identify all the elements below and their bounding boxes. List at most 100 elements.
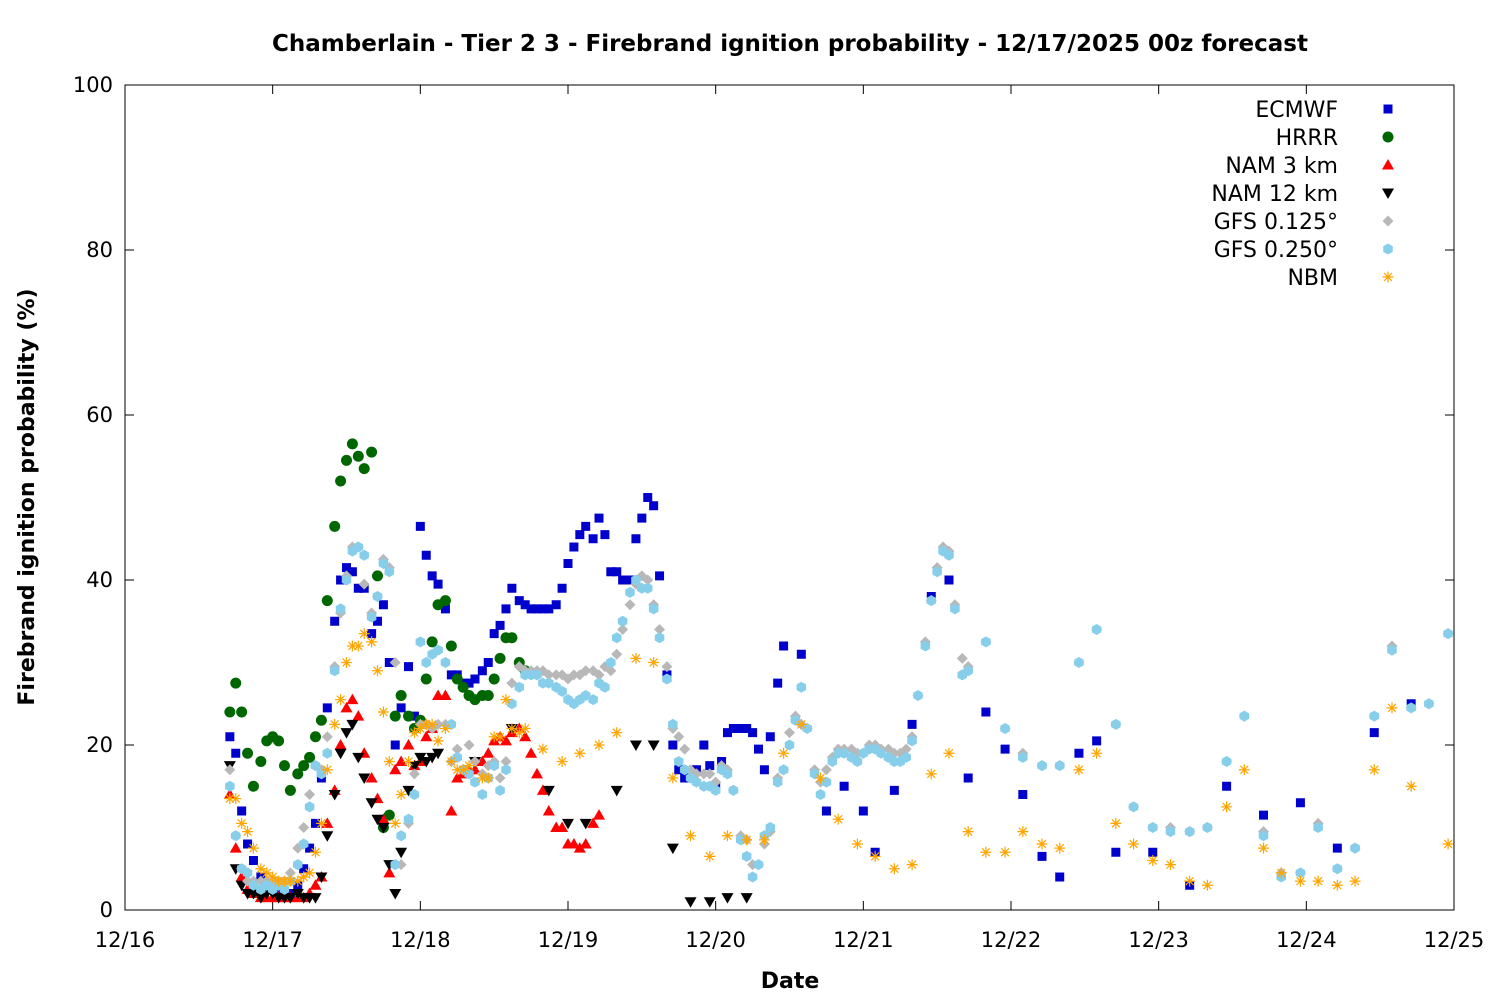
data-point [396,703,406,713]
data-point [446,718,457,730]
data-point [673,756,684,767]
data-point [537,743,549,755]
legend-label: HRRR [1276,126,1338,151]
data-point [346,438,358,450]
data-point [1128,801,1139,813]
x-tick-label: 12/21 [833,928,894,952]
data-point [371,814,384,826]
data-point [395,755,408,766]
data-point [389,817,401,829]
data-point [255,863,267,875]
data-point [247,780,259,792]
data-point [573,842,586,853]
data-point [293,859,303,871]
data-point [1331,879,1343,891]
data-point [563,559,573,568]
y-tick-label: 20 [86,733,113,757]
data-point [703,897,716,908]
data-point [1405,780,1417,792]
data-point [477,666,487,676]
data-point [580,690,591,701]
data-point [489,629,499,639]
data-point [790,714,801,726]
data-point [557,685,567,697]
data-point [1332,843,1342,853]
data-point [506,632,518,644]
data-point [513,727,525,739]
data-point [648,657,660,668]
data-point [358,628,370,640]
data-point [261,867,273,879]
data-point [321,731,333,743]
data-point [661,661,673,673]
data-point [243,839,253,849]
y-tick-label: 100 [73,73,113,97]
data-point [642,582,653,594]
legend-label: NAM 3 km [1225,154,1338,179]
data-point [907,719,917,729]
data-point [1110,817,1122,829]
data-point [463,760,475,772]
data-point [372,570,384,582]
data-point [981,707,991,717]
data-point [315,714,327,726]
data-point [315,817,327,829]
data-point [404,662,414,672]
data-point [494,772,506,784]
data-point [827,756,838,767]
data-point [1386,702,1398,714]
data-point [378,600,388,610]
legend: ECMWF HRRR NAM 3 km NAM 12 km GFS 0.125° GFS … [1211,98,1394,291]
data-point [230,830,241,842]
data-point [594,513,604,523]
data-point [372,665,384,677]
data-point [421,657,431,668]
data-point [685,830,697,842]
data-point [403,756,415,767]
data-point [506,723,518,734]
data-point [495,620,505,630]
data-point [353,583,363,593]
data-point [470,776,480,788]
data-point [284,875,296,887]
data-point [538,604,548,614]
data-point [1054,842,1066,854]
data-point [542,785,555,797]
x-tick-label: 12/16 [95,928,156,952]
data-point [630,652,642,664]
data-point [482,690,494,701]
data-point [402,785,415,797]
data-point [284,784,296,796]
data-point [322,703,332,713]
data-point [304,801,315,813]
series-gfs-0-250- [225,541,1453,895]
data-point [408,768,420,780]
data-point [501,764,511,776]
data-point [341,454,352,466]
data-point [815,789,826,800]
data-point [551,600,561,610]
data-point [446,670,456,680]
data-point [647,740,660,751]
data-point [358,578,370,590]
data-point [618,575,628,585]
legend-label: ECMWF [1255,98,1338,123]
data-point [1259,810,1269,820]
data-point [409,789,420,800]
data-point [328,790,341,801]
data-point [395,789,407,800]
data-point [642,574,654,586]
data-point [1074,748,1084,758]
data-point [476,772,488,784]
data-point [224,764,236,776]
data-point [950,603,960,615]
legend-label: GFS 0.250° [1214,238,1338,263]
data-point [1238,764,1250,776]
data-point [654,624,666,635]
data-point [925,768,937,780]
data-point [1424,698,1434,710]
data-point [643,493,653,502]
data-point [606,567,616,577]
data-point [1221,756,1232,767]
data-point [1091,747,1103,759]
